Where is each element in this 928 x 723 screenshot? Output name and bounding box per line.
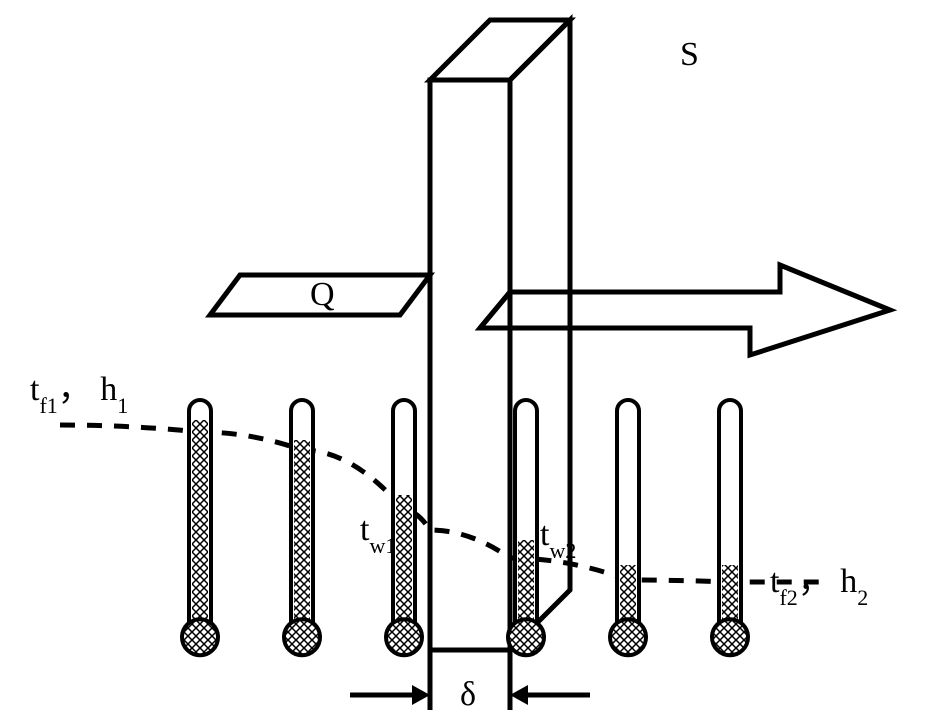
thermometer-bulb — [712, 619, 748, 655]
thermometer-icon — [610, 400, 646, 655]
label-Q: Q — [310, 276, 335, 313]
thermometer-icon — [386, 400, 422, 655]
wall-front-face — [430, 80, 510, 650]
heat-transfer-diagram: SQδtf1， h1tf2， h2tw1tw2 — [0, 0, 928, 723]
thermometer-bulb — [386, 619, 422, 655]
thermometer-icon — [508, 400, 544, 655]
thermometer-fill — [192, 420, 208, 630]
thermometer-fill — [294, 440, 310, 630]
thermometer-bulb — [182, 619, 218, 655]
thermometer-bulb — [610, 619, 646, 655]
label-delta: δ — [460, 676, 476, 713]
thermometer-icon — [284, 400, 320, 655]
thermometer-fill — [396, 495, 412, 630]
thermometer-bulb — [508, 619, 544, 655]
label-S: S — [680, 36, 699, 73]
label-tf2-h2: tf2， h2 — [770, 563, 868, 610]
label-tw1: tw1 — [360, 511, 396, 558]
dim-arrowhead-right — [510, 685, 528, 705]
label-tf1-h1: tf1， h1 — [30, 371, 128, 418]
thermometer-bulb — [284, 619, 320, 655]
thermometer-icon — [182, 400, 218, 655]
dim-arrowhead-left — [412, 685, 430, 705]
thermometer-icon — [712, 400, 748, 655]
thermometer-fill — [518, 540, 534, 630]
diagram-layer: SQδtf1， h1tf2， h2tw1tw2 — [30, 20, 890, 713]
